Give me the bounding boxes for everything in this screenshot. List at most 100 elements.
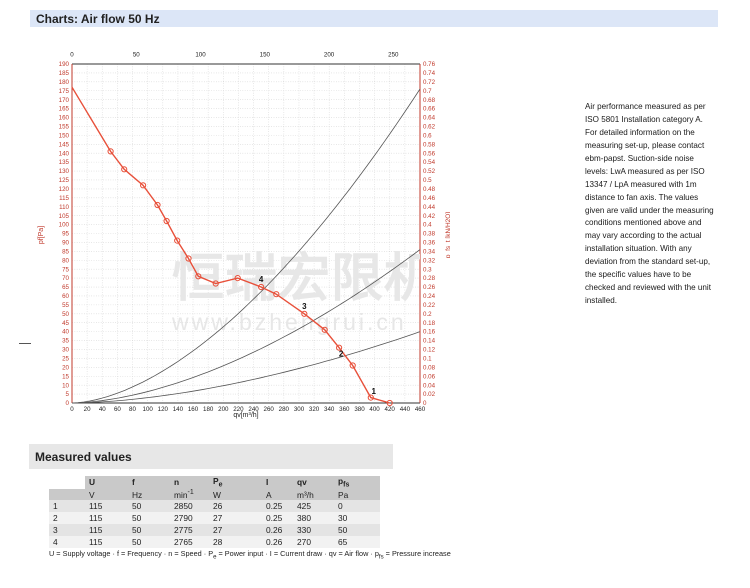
svg-text:www.bzhengrui.cn: www.bzhengrui.cn	[171, 309, 407, 335]
svg-text:320: 320	[309, 406, 320, 413]
svg-text:0.3: 0.3	[423, 266, 432, 273]
svg-text:185: 185	[59, 70, 70, 77]
svg-text:50: 50	[133, 52, 140, 59]
svg-text:0.7: 0.7	[423, 88, 432, 95]
svg-text:190: 190	[59, 61, 70, 68]
svg-text:75: 75	[62, 266, 69, 273]
svg-text:440: 440	[400, 406, 411, 413]
svg-text:160: 160	[59, 115, 70, 122]
svg-text:0.06: 0.06	[423, 373, 436, 380]
svg-text:0.38: 0.38	[423, 231, 436, 238]
svg-text:0.18: 0.18	[423, 320, 436, 327]
svg-text:120: 120	[158, 406, 169, 413]
svg-text:165: 165	[59, 106, 70, 113]
svg-text:125: 125	[59, 177, 70, 184]
svg-text:0.12: 0.12	[423, 347, 436, 354]
svg-text:0.52: 0.52	[423, 168, 436, 175]
svg-text:0.1: 0.1	[423, 356, 432, 363]
svg-text:180: 180	[203, 406, 214, 413]
svg-text:40: 40	[99, 406, 106, 413]
svg-text:0.68: 0.68	[423, 97, 436, 104]
svg-text:0.04: 0.04	[423, 382, 436, 389]
svg-text:90: 90	[62, 240, 69, 247]
svg-text:0.4: 0.4	[423, 222, 432, 229]
svg-text:50: 50	[62, 311, 69, 318]
svg-text:0.42: 0.42	[423, 213, 436, 220]
svg-text:160: 160	[188, 406, 199, 413]
svg-text:180: 180	[59, 79, 70, 86]
svg-text:0.76: 0.76	[423, 61, 436, 68]
svg-text:0.02: 0.02	[423, 391, 436, 398]
svg-text:400: 400	[369, 406, 380, 413]
svg-text:0.36: 0.36	[423, 240, 436, 247]
svg-text:130: 130	[59, 168, 70, 175]
svg-text:80: 80	[62, 257, 69, 264]
svg-text:150: 150	[260, 52, 271, 59]
svg-text:45: 45	[62, 320, 69, 327]
svg-text:260: 260	[264, 406, 275, 413]
svg-text:35: 35	[62, 338, 69, 345]
svg-text:110: 110	[59, 204, 69, 211]
svg-text:120: 120	[59, 186, 70, 193]
svg-text:0.74: 0.74	[423, 70, 436, 77]
svg-text:qv[m³/h]: qv[m³/h]	[233, 412, 258, 419]
svg-text:0.54: 0.54	[423, 159, 436, 166]
svg-text:200: 200	[324, 52, 335, 59]
svg-text:360: 360	[339, 406, 350, 413]
svg-text:0.16: 0.16	[423, 329, 436, 336]
svg-text:140: 140	[59, 150, 70, 157]
svg-text:135: 135	[59, 159, 70, 166]
svg-text:115: 115	[59, 195, 69, 202]
svg-text:0.2: 0.2	[423, 311, 432, 318]
svg-text:60: 60	[114, 406, 121, 413]
svg-text:145: 145	[59, 141, 70, 148]
svg-text:100: 100	[195, 52, 206, 59]
svg-text:5: 5	[66, 391, 70, 398]
svg-text:2: 2	[339, 350, 344, 359]
svg-text:20: 20	[62, 364, 69, 371]
svg-text:3: 3	[302, 302, 307, 311]
svg-text:0.22: 0.22	[423, 302, 436, 309]
svg-text:80: 80	[129, 406, 136, 413]
svg-text:175: 175	[59, 88, 70, 95]
svg-text:60: 60	[62, 293, 69, 300]
svg-text:0: 0	[70, 406, 74, 413]
svg-text:0.44: 0.44	[423, 204, 436, 211]
svg-text:15: 15	[62, 373, 69, 380]
svg-text:0.6: 0.6	[423, 133, 432, 140]
svg-text:4: 4	[259, 275, 264, 284]
svg-text:p_fs_t [kN/H2O]: p_fs_t [kN/H2O]	[445, 212, 450, 258]
svg-text:0.62: 0.62	[423, 124, 436, 131]
svg-text:pf[Pa]: pf[Pa]	[38, 226, 45, 244]
svg-text:0.28: 0.28	[423, 275, 436, 282]
svg-text:55: 55	[62, 302, 69, 309]
svg-text:0.5: 0.5	[423, 177, 432, 184]
svg-text:280: 280	[279, 406, 290, 413]
svg-text:0.34: 0.34	[423, 248, 436, 255]
svg-text:85: 85	[62, 248, 69, 255]
svg-text:25: 25	[62, 356, 69, 363]
svg-text:105: 105	[59, 213, 70, 220]
svg-text:140: 140	[173, 406, 184, 413]
svg-text:30: 30	[62, 347, 69, 354]
svg-text:0.46: 0.46	[423, 195, 436, 202]
svg-text:0.48: 0.48	[423, 186, 436, 193]
svg-text:0.08: 0.08	[423, 364, 436, 371]
svg-text:10: 10	[62, 382, 69, 389]
svg-text:0.72: 0.72	[423, 79, 436, 86]
svg-text:65: 65	[62, 284, 69, 291]
svg-text:0.58: 0.58	[423, 141, 436, 148]
svg-text:0.14: 0.14	[423, 338, 436, 345]
svg-text:155: 155	[59, 124, 70, 131]
svg-text:420: 420	[385, 406, 396, 413]
svg-text:0: 0	[70, 52, 74, 59]
svg-text:0.24: 0.24	[423, 293, 436, 300]
svg-text:150: 150	[59, 133, 70, 140]
svg-text:380: 380	[354, 406, 365, 413]
svg-text:95: 95	[62, 231, 69, 238]
svg-text:0: 0	[423, 400, 427, 407]
svg-text:0.64: 0.64	[423, 115, 436, 122]
svg-text:250: 250	[388, 52, 399, 59]
svg-text:200: 200	[218, 406, 229, 413]
svg-text:40: 40	[62, 329, 69, 336]
